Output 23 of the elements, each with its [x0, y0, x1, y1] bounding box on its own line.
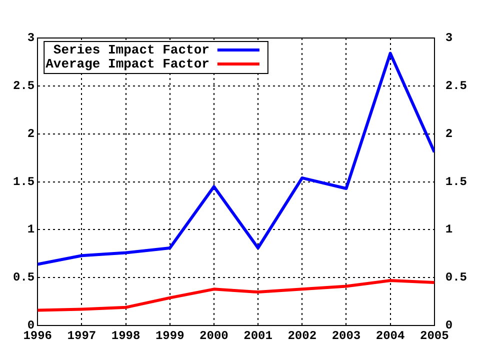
y2-tick-label: 2 — [445, 126, 453, 141]
legend-label: Average Impact Factor — [46, 56, 210, 72]
y2-tick-label: 3 — [445, 31, 453, 46]
y-tick-label: 1.5 — [12, 174, 35, 189]
x-tick-label: 2004 — [376, 328, 405, 343]
x-tick-label: 2000 — [200, 328, 228, 343]
legend-label: Series Impact Factor — [53, 42, 210, 58]
y-tick-label: 0.5 — [12, 270, 35, 285]
x-tick-label: 1999 — [155, 328, 184, 343]
x-tick-label: 1997 — [67, 328, 96, 343]
y-tick-label: 2.5 — [12, 78, 35, 93]
y2-tick-label: 0.5 — [445, 270, 468, 285]
y-tick-label: 3 — [27, 31, 35, 46]
y2-tick-label: 2.5 — [445, 78, 468, 93]
y-tick-label: 2 — [27, 126, 35, 141]
x-tick-label: 2002 — [288, 328, 317, 343]
y2-tick-label: 1.5 — [445, 174, 468, 189]
x-tick-label: 1996 — [23, 328, 52, 343]
x-tick-label: 2003 — [332, 328, 361, 343]
x-tick-label: 1998 — [111, 328, 140, 343]
y-tick-label: 1 — [27, 222, 35, 237]
y2-tick-label: 1 — [445, 222, 453, 237]
x-tick-label: 2001 — [244, 328, 272, 343]
